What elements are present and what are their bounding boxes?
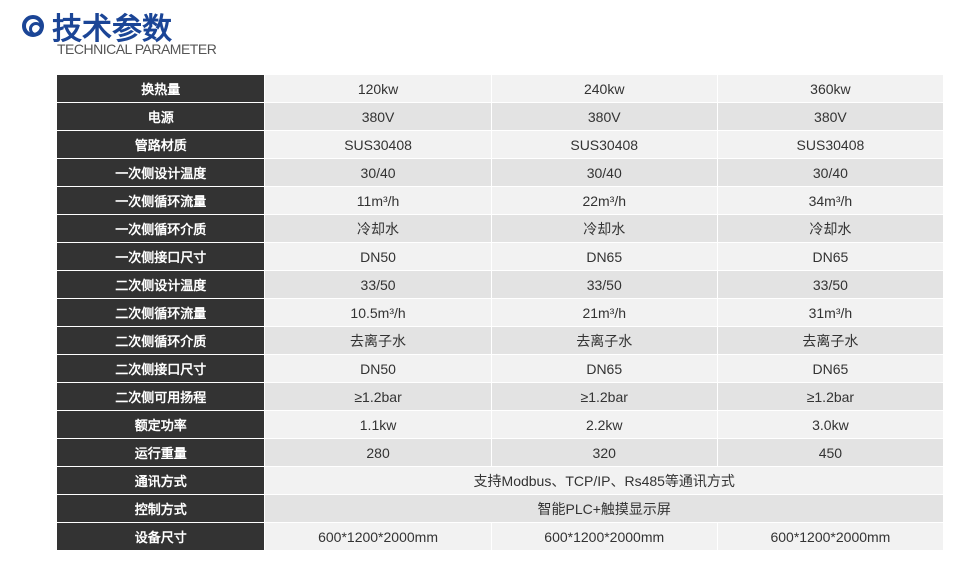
row-label: 一次侧循环流量	[55, 186, 266, 215]
table-row: 运行重量 280 320 450	[55, 438, 945, 467]
table-cell: 34m³/h	[716, 186, 945, 215]
table-cell: 380V	[490, 102, 718, 131]
page-title: 技术参数	[22, 4, 172, 48]
table-cell: DN65	[716, 354, 945, 383]
table-row: 一次侧循环流量 11m³/h 22m³/h 34m³/h	[55, 186, 945, 215]
row-label: 换热量	[55, 74, 266, 103]
table-cell: 3.0kw	[716, 410, 945, 439]
table-cell: DN50	[264, 242, 492, 271]
title-text: 技术参数	[52, 12, 172, 47]
table-cell: SUS30408	[490, 130, 718, 159]
row-label: 二次侧循环介质	[55, 326, 266, 355]
row-label: 设备尺寸	[55, 522, 266, 551]
row-label: 控制方式	[55, 494, 266, 523]
table-cell: 30/40	[716, 158, 945, 187]
table-cell: 1.1kw	[264, 410, 492, 439]
table-cell: 冷却水	[716, 214, 945, 243]
table-row: 二次侧循环流量 10.5m³/h 21m³/h 31m³/h	[55, 298, 945, 327]
table-cell: 冷却水	[490, 214, 718, 243]
table-cell: 33/50	[716, 270, 945, 299]
row-label: 一次侧循环介质	[55, 214, 266, 243]
table-cell: DN65	[490, 354, 718, 383]
row-label: 管路材质	[55, 130, 266, 159]
table-cell: 320	[490, 438, 718, 467]
table-cell: 支持Modbus、TCP/IP、Rs485等通讯方式	[264, 466, 944, 495]
table-cell: 2.2kw	[490, 410, 718, 439]
table-cell: 22m³/h	[490, 186, 718, 215]
table-cell: SUS30408	[716, 130, 945, 159]
table-row: 二次侧设计温度 33/50 33/50 33/50	[55, 270, 945, 299]
table-cell: 21m³/h	[490, 298, 718, 327]
table-cell: 120kw	[264, 74, 492, 103]
row-label: 二次侧接口尺寸	[55, 354, 266, 383]
table-row: 设备尺寸 600*1200*2000mm 600*1200*2000mm 600*12…	[55, 522, 945, 551]
row-label: 二次侧设计温度	[55, 270, 266, 299]
table-row: 管路材质 SUS30408 SUS30408 SUS30408	[55, 130, 945, 159]
table-cell: 10.5m³/h	[264, 298, 492, 327]
table-cell: 去离子水	[264, 326, 492, 355]
table-cell: 380V	[716, 102, 945, 131]
table-cell: ≥1.2bar	[264, 382, 492, 411]
table-row: 额定功率 1.1kw 2.2kw 3.0kw	[55, 410, 945, 439]
table-cell: 冷却水	[264, 214, 492, 243]
table-cell: 去离子水	[716, 326, 945, 355]
table-cell: 600*1200*2000mm	[490, 522, 718, 551]
table-cell: 240kw	[490, 74, 718, 103]
table-cell: 智能PLC+触摸显示屏	[264, 494, 944, 523]
table-row: 二次侧可用扬程 ≥1.2bar ≥1.2bar ≥1.2bar	[55, 382, 945, 411]
table-cell: DN65	[490, 242, 718, 271]
table-row: 换热量 120kw 240kw 360kw	[55, 74, 945, 103]
row-label: 运行重量	[55, 438, 266, 467]
table-row: 电源 380V 380V 380V	[55, 102, 945, 131]
table-cell: ≥1.2bar	[716, 382, 945, 411]
row-label: 通讯方式	[55, 466, 266, 495]
table-cell: 33/50	[264, 270, 492, 299]
table-cell: 600*1200*2000mm	[264, 522, 492, 551]
table-cell: SUS30408	[264, 130, 492, 159]
table-cell: 31m³/h	[716, 298, 945, 327]
table-cell: DN50	[264, 354, 492, 383]
row-label: 一次侧设计温度	[55, 158, 266, 187]
parameter-table: 换热量 120kw 240kw 360kw 电源 380V 380V 380V 管路材质 SUS3…	[55, 74, 945, 551]
table-cell: DN65	[716, 242, 945, 271]
table-cell: 280	[264, 438, 492, 467]
table-row: 二次侧接口尺寸 DN50 DN65 DN65	[55, 354, 945, 383]
page-subtitle: TECHNICAL PARAMETER	[57, 41, 217, 57]
table-cell: ≥1.2bar	[490, 382, 718, 411]
table-row: 一次侧接口尺寸 DN50 DN65 DN65	[55, 242, 945, 271]
row-label: 一次侧接口尺寸	[55, 242, 266, 271]
table-cell: 450	[716, 438, 945, 467]
row-label: 额定功率	[55, 410, 266, 439]
table-cell: 30/40	[490, 158, 718, 187]
table-row: 二次侧循环介质 去离子水 去离子水 去离子水	[55, 326, 945, 355]
table-cell: 30/40	[264, 158, 492, 187]
table-cell: 33/50	[490, 270, 718, 299]
table-cell: 去离子水	[490, 326, 718, 355]
row-label: 二次侧可用扬程	[55, 382, 266, 411]
table-cell: 11m³/h	[264, 186, 492, 215]
row-label: 电源	[55, 102, 266, 131]
table-row: 一次侧循环介质 冷却水 冷却水 冷却水	[55, 214, 945, 243]
table-row: 控制方式 智能PLC+触摸显示屏	[55, 494, 944, 523]
table-row: 通讯方式 支持Modbus、TCP/IP、Rs485等通讯方式	[55, 466, 944, 495]
row-label: 二次侧循环流量	[55, 298, 266, 327]
double-circle-icon	[22, 15, 44, 37]
table-cell: 600*1200*2000mm	[716, 522, 945, 551]
table-cell: 380V	[264, 102, 492, 131]
table-row: 一次侧设计温度 30/40 30/40 30/40	[55, 158, 945, 187]
table-cell: 360kw	[716, 74, 945, 103]
